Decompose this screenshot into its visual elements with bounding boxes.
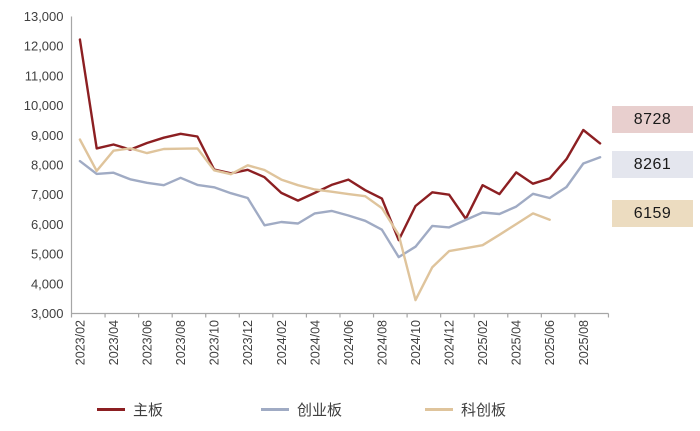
y-tick-label: 9,000 bbox=[31, 128, 64, 143]
legend-swatch-chuangyeban bbox=[261, 408, 289, 411]
legend: 主板 创业板 科创板 bbox=[97, 399, 589, 420]
y-tick-label: 3,000 bbox=[31, 306, 64, 321]
series-line-kechuangban bbox=[78, 138, 551, 302]
legend-item-zhuban: 主板 bbox=[97, 399, 261, 420]
end-value-label-zhuban: 8728 bbox=[612, 106, 693, 133]
x-tick-label: 2024/08 bbox=[375, 320, 389, 365]
series-line-zhuban bbox=[78, 38, 602, 242]
end-value-label-chuangyeban: 8261 bbox=[612, 151, 693, 178]
legend-label-zhuban: 主板 bbox=[133, 402, 164, 419]
x-tick-label: 2023/08 bbox=[174, 320, 188, 365]
legend-item-kechuangban: 科创板 bbox=[425, 399, 589, 420]
y-tick-label: 10,000 bbox=[24, 98, 64, 113]
legend-label-chuangyeban: 创业板 bbox=[297, 402, 343, 419]
y-tick-label: 8,000 bbox=[31, 158, 64, 173]
x-tick-label: 2025/08 bbox=[577, 320, 591, 365]
x-tick-label: 2023/12 bbox=[241, 320, 255, 365]
x-tick-label: 2023/04 bbox=[107, 320, 121, 365]
x-tick-label: 2024/06 bbox=[342, 320, 356, 365]
x-tick-label: 2023/06 bbox=[141, 320, 155, 365]
y-tick-label: 7,000 bbox=[31, 187, 64, 202]
x-tick-label: 2023/02 bbox=[73, 320, 87, 365]
x-tick-label: 2024/12 bbox=[443, 320, 457, 365]
y-tick-label: 5,000 bbox=[31, 247, 64, 262]
x-tick-label: 2024/02 bbox=[275, 320, 289, 365]
x-tick-label: 2025/02 bbox=[476, 320, 490, 365]
legend-swatch-kechuangban bbox=[425, 408, 453, 411]
series-line-chuangyeban bbox=[78, 155, 602, 259]
x-tick-label: 2024/10 bbox=[409, 320, 423, 365]
legend-item-chuangyeban: 创业板 bbox=[261, 399, 425, 420]
y-tick-label: 13,000 bbox=[24, 9, 64, 24]
y-tick-label: 4,000 bbox=[31, 276, 64, 291]
y-tick-label: 11,000 bbox=[25, 68, 64, 83]
x-tick-label: 2025/06 bbox=[543, 320, 557, 365]
x-tick-label: 2023/10 bbox=[208, 320, 222, 365]
y-tick-label: 12,000 bbox=[24, 39, 64, 54]
y-tick-label: 6,000 bbox=[31, 217, 64, 232]
end-value-label-kechuangban: 6159 bbox=[612, 200, 693, 227]
legend-swatch-zhuban bbox=[97, 408, 125, 411]
legend-label-kechuangban: 科创板 bbox=[461, 402, 507, 419]
x-tick-label: 2024/04 bbox=[308, 320, 322, 365]
x-tick-label: 2025/04 bbox=[510, 320, 524, 365]
